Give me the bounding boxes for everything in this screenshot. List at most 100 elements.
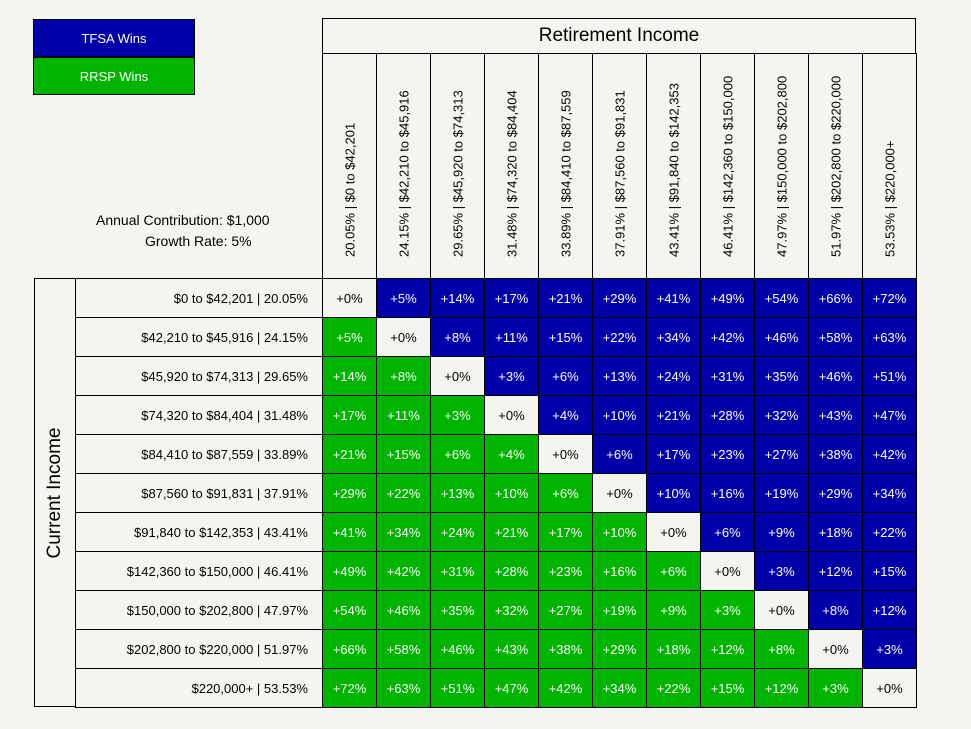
heatmap-cell: +0%	[322, 278, 377, 318]
heatmap-cell: +6%	[538, 356, 593, 396]
heatmap-cell: +38%	[808, 434, 863, 474]
heatmap-cell: +6%	[646, 551, 701, 591]
heatmap-cell: +8%	[376, 356, 431, 396]
heatmap-cell: +4%	[538, 395, 593, 435]
column-header-label: 24.15% | $42,210 to $45,916	[396, 90, 411, 257]
heatmap-cell: +11%	[484, 317, 539, 357]
heatmap-cell: +46%	[376, 590, 431, 630]
heatmap-cell: +23%	[538, 551, 593, 591]
heatmap-cell: +12%	[700, 629, 755, 669]
heatmap-cell: +46%	[808, 356, 863, 396]
heatmap-cell: +23%	[700, 434, 755, 474]
heatmap-cell: +29%	[592, 629, 647, 669]
heatmap-cell: +19%	[592, 590, 647, 630]
heatmap-cell: +34%	[592, 668, 647, 708]
row-header: $0 to $42,201 | 20.05%	[75, 278, 323, 318]
heatmap-cell: +0%	[538, 434, 593, 474]
row-header: $84,410 to $87,559 | 33.89%	[75, 434, 323, 474]
heatmap-cell: +17%	[322, 395, 377, 435]
heatmap-cell: +10%	[592, 512, 647, 552]
heatmap-cell: +15%	[376, 434, 431, 474]
column-header-label: 43.41% | $91,840 to $142,353	[666, 83, 681, 257]
column-header-label: 20.05% | $0 to $42,201	[342, 122, 357, 257]
heatmap-cell: +0%	[754, 590, 809, 630]
row-header: $142,360 to $150,000 | 46.41%	[75, 551, 323, 591]
heatmap-cell: +13%	[592, 356, 647, 396]
heatmap-cell: +72%	[862, 278, 917, 318]
heatmap-cell: +0%	[700, 551, 755, 591]
heatmap-cell: +21%	[322, 434, 377, 474]
column-header-label: 37.91% | $87,560 to $91,831	[612, 90, 627, 257]
row-header: $45,920 to $74,313 | 29.65%	[75, 356, 323, 396]
column-header: 37.91% | $87,560 to $91,831	[592, 53, 647, 279]
heatmap-cell: +29%	[322, 473, 377, 513]
heatmap-cell: +12%	[754, 668, 809, 708]
heatmap-cell: +8%	[754, 629, 809, 669]
heatmap-cell: +28%	[484, 551, 539, 591]
legend-tfsa-wins: TFSA Wins	[33, 19, 195, 57]
heatmap-cell: +47%	[484, 668, 539, 708]
column-header: 51.97% | $202,800 to $220,000	[808, 53, 863, 279]
heatmap-cell: +12%	[862, 590, 917, 630]
legend-rrsp-label: RRSP Wins	[79, 68, 149, 84]
heatmap-cell: +0%	[862, 668, 917, 708]
column-header-label: 31.48% | $74,320 to $84,404	[504, 90, 519, 257]
heatmap-cell: +10%	[646, 473, 701, 513]
column-header-label: 51.97% | $202,800 to $220,000	[828, 75, 843, 257]
heatmap-cell: +10%	[592, 395, 647, 435]
heatmap-cell: +3%	[754, 551, 809, 591]
heatmap-cell: +5%	[376, 278, 431, 318]
column-header: 20.05% | $0 to $42,201	[322, 53, 377, 279]
heatmap-cell: +27%	[538, 590, 593, 630]
heatmap-cell: +58%	[808, 317, 863, 357]
heatmap-cell: +41%	[646, 278, 701, 318]
row-header: $74,320 to $84,404 | 31.48%	[75, 395, 323, 435]
heatmap-cell: +54%	[754, 278, 809, 318]
heatmap-cell: +46%	[430, 629, 485, 669]
heatmap-cell: +66%	[322, 629, 377, 669]
heatmap-cell: +9%	[754, 512, 809, 552]
column-axis-title: Retirement Income	[322, 18, 916, 54]
column-header: 29.65% | $45,920 to $74,313	[430, 53, 485, 279]
column-header: 43.41% | $91,840 to $142,353	[646, 53, 701, 279]
heatmap-cell: +72%	[322, 668, 377, 708]
heatmap-cell: +0%	[808, 629, 863, 669]
heatmap-cell: +6%	[592, 434, 647, 474]
heatmap-cell: +32%	[754, 395, 809, 435]
column-header-label: 33.89% | $84,410 to $87,559	[558, 90, 573, 257]
heatmap-cell: +35%	[754, 356, 809, 396]
heatmap-cell: +6%	[700, 512, 755, 552]
growth-rate-text: Growth Rate: 5%	[145, 233, 252, 249]
heatmap-cell: +58%	[376, 629, 431, 669]
heatmap-cell: +0%	[376, 317, 431, 357]
heatmap-cell: +34%	[376, 512, 431, 552]
heatmap-cell: +22%	[592, 317, 647, 357]
column-header: 47.97% | $150,000 to $202,800	[754, 53, 809, 279]
heatmap-cell: +42%	[862, 434, 917, 474]
column-header-label: 47.97% | $150,000 to $202,800	[774, 75, 789, 257]
heatmap-cell: +31%	[430, 551, 485, 591]
heatmap-cell: +49%	[700, 278, 755, 318]
row-header: $91,840 to $142,353 | 43.41%	[75, 512, 323, 552]
row-header: $150,000 to $202,800 | 47.97%	[75, 590, 323, 630]
heatmap-cell: +5%	[322, 317, 377, 357]
heatmap-cell: +3%	[700, 590, 755, 630]
heatmap-cell: +3%	[430, 395, 485, 435]
column-header-label: 46.41% | $142,360 to $150,000	[720, 75, 735, 257]
heatmap-cell: +3%	[808, 668, 863, 708]
heatmap-cell: +17%	[646, 434, 701, 474]
heatmap-cell: +0%	[592, 473, 647, 513]
heatmap-cell: +34%	[646, 317, 701, 357]
heatmap-cell: +15%	[862, 551, 917, 591]
legend-tfsa-label: TFSA Wins	[81, 30, 147, 46]
heatmap-cell: +31%	[700, 356, 755, 396]
heatmap-cell: +46%	[754, 317, 809, 357]
heatmap-cell: +34%	[862, 473, 917, 513]
row-axis-title: Current Income	[34, 278, 76, 707]
heatmap-cell: +29%	[592, 278, 647, 318]
row-axis-title-text: Current Income	[44, 427, 65, 558]
heatmap-cell: +3%	[484, 356, 539, 396]
heatmap-cell: +42%	[700, 317, 755, 357]
column-axis-title-text: Retirement Income	[538, 25, 700, 46]
heatmap-cell: +29%	[808, 473, 863, 513]
